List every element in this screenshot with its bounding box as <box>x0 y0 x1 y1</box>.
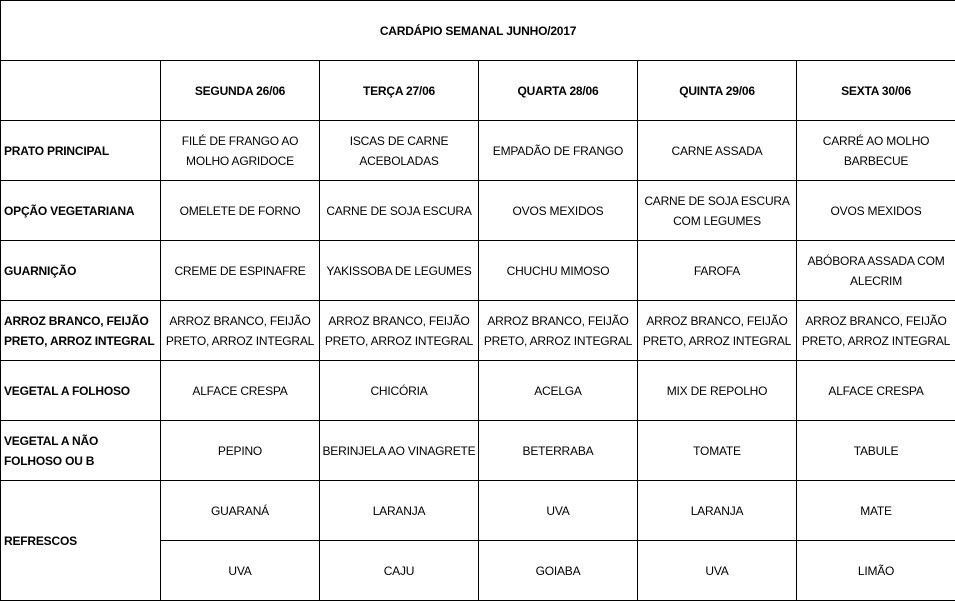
row-label: GUARNIÇÃO <box>0 240 161 301</box>
day-header: QUARTA 28/06 <box>478 60 638 121</box>
menu-cell: UVA <box>160 540 320 601</box>
menu-cell: ISCAS DE CARNE ACEBOLADAS <box>319 120 479 181</box>
day-header: TERÇA 27/06 <box>319 60 479 121</box>
row-label: REFRESCOS <box>0 480 161 601</box>
header-row: SEGUNDA 26/06 TERÇA 27/06 QUARTA 28/06 Q… <box>0 60 955 121</box>
table-row: VEGETAL A FOLHOSO ALFACE CRESPA CHICÓRIA AC… <box>0 360 955 421</box>
page-title: CARDÁPIO SEMANAL JUNHO/2017 <box>0 0 955 61</box>
menu-cell: GUARANÁ <box>160 480 320 541</box>
menu-cell: CARNE DE SOJA ESCURA COM LEGUMES <box>637 180 797 241</box>
menu-cell: TOMATE <box>637 420 797 481</box>
menu-cell: LARANJA <box>637 480 797 541</box>
menu-cell: YAKISSOBA DE LEGUMES <box>319 240 479 301</box>
menu-cell: EMPADÃO DE FRANGO <box>478 120 638 181</box>
corner-cell <box>0 60 161 121</box>
title-row: CARDÁPIO SEMANAL JUNHO/2017 <box>0 0 955 61</box>
menu-cell: ARROZ BRANCO, FEIJÃO PRETO, ARROZ INTEGR… <box>637 300 797 361</box>
day-header: SEGUNDA 26/06 <box>160 60 320 121</box>
menu-cell: CHUCHU MIMOSO <box>478 240 638 301</box>
menu-cell: CARRÉ AO MOLHO BARBECUE <box>795 120 955 181</box>
menu-cell: CAJU <box>319 540 479 601</box>
menu-cell: CHICÓRIA <box>319 360 479 421</box>
day-header: QUINTA 29/06 <box>637 60 797 121</box>
table-row: GUARNIÇÃO CREME DE ESPINAFRE YAKISSOBA DE … <box>0 240 955 301</box>
menu-cell: BERINJELA AO VINAGRETE <box>319 420 479 481</box>
menu-cell: ARROZ BRANCO, FEIJÃO PRETO, ARROZ INTEGR… <box>160 300 320 361</box>
menu-cell: CARNE ASSADA <box>637 120 797 181</box>
menu-cell: MATE <box>795 480 955 541</box>
menu-cell: PEPINO <box>160 420 320 481</box>
row-label: VEGETAL A FOLHOSO <box>0 360 161 421</box>
menu-cell: FAROFA <box>637 240 797 301</box>
table-row: ARROZ BRANCO, FEIJÃO PRETO, ARROZ INTEGR… <box>0 300 955 361</box>
menu-cell: UVA <box>637 540 797 601</box>
menu-cell: GOIABA <box>478 540 638 601</box>
row-label: ARROZ BRANCO, FEIJÃO PRETO, ARROZ INTEGR… <box>0 300 161 361</box>
table-row: OPÇÃO VEGETARIANA OMELETE DE FORNO CARNE D… <box>0 180 955 241</box>
row-label: OPÇÃO VEGETARIANA <box>0 180 161 241</box>
menu-cell: TABULE <box>795 420 955 481</box>
menu-cell: LIMÃO <box>795 540 955 601</box>
menu-cell: OVOS MEXIDOS <box>478 180 638 241</box>
table-row-refrescos-1: REFRESCOS GUARANÁ LARANJA UVA LARANJA MA… <box>0 480 955 601</box>
menu-cell: CARNE DE SOJA ESCURA <box>319 180 479 241</box>
menu-cell: ALFACE CRESPA <box>160 360 320 421</box>
menu-cell: ALFACE CRESPA <box>795 360 955 421</box>
day-header: SEXTA 30/06 <box>795 60 955 121</box>
menu-cell: MIX DE REPOLHO <box>637 360 797 421</box>
table-row: VEGETAL A NÃO FOLHOSO OU B PEPINO BERINJEL… <box>0 420 955 481</box>
menu-cell: ARROZ BRANCO, FEIJÃO PRETO, ARROZ INTEGR… <box>478 300 638 361</box>
row-label: PRATO PRINCIPAL <box>0 120 161 181</box>
menu-cell: FILÉ DE FRANGO AO MOLHO AGRIDOCE <box>160 120 320 181</box>
menu-cell: ARROZ BRANCO, FEIJÃO PRETO, ARROZ INTEGR… <box>795 300 955 361</box>
menu-cell: ABÓBORA ASSADA COM ALECRIM <box>795 240 955 301</box>
menu-cell: ACELGA <box>478 360 638 421</box>
menu-cell: OMELETE DE FORNO <box>160 180 320 241</box>
menu-cell: LARANJA <box>319 480 479 541</box>
table-row-refrescos-2: UVA CAJU GOIABA UVA LIMÃO <box>1 540 955 601</box>
menu-cell: ARROZ BRANCO, FEIJÃO PRETO, ARROZ INTEGR… <box>319 300 479 361</box>
row-label: VEGETAL A NÃO FOLHOSO OU B <box>0 420 161 481</box>
menu-cell: BETERRABA <box>478 420 638 481</box>
menu-cell: UVA <box>478 480 638 541</box>
menu-cell: OVOS MEXIDOS <box>795 180 955 241</box>
table-row: PRATO PRINCIPAL FILÉ DE FRANGO AO MOLHO A… <box>0 120 955 181</box>
menu-cell: CREME DE ESPINAFRE <box>160 240 320 301</box>
